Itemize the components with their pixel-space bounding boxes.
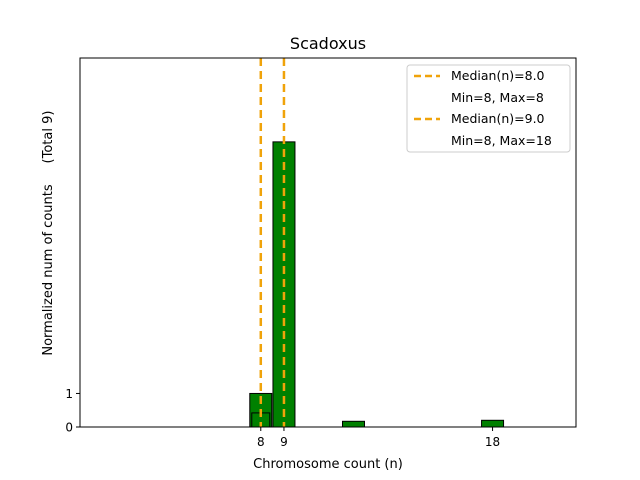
legend-frame	[406, 64, 571, 153]
histogram-bar	[341, 420, 365, 428]
y-axis-ticks: 01	[65, 387, 80, 435]
median-lines	[259, 58, 286, 427]
legend-sublabel: Min=8, Max=8	[451, 90, 544, 105]
chart-title: Scadoxus	[290, 34, 366, 53]
y-axis-label: Normalized num of counts	[41, 184, 56, 355]
histogram-bar	[481, 419, 505, 428]
x-axis-ticks: 8 9 18	[257, 427, 500, 449]
legend-sublabel: Min=8, Max=18	[451, 133, 552, 148]
legend: Median(n)=8.0 Min=8, Max=8 Median(n)=9.0…	[406, 64, 571, 153]
x-tick-label: 8	[257, 435, 265, 449]
y-tick-label: 0	[65, 421, 73, 435]
x-axis-label: Chromosome count (n)	[253, 457, 403, 472]
legend-label: Median(n)=8.0	[451, 68, 545, 83]
y-axis-total-label: (Total 9)	[41, 111, 56, 164]
legend-label: Median(n)=9.0	[451, 111, 545, 126]
x-tick-label: 9	[280, 435, 288, 449]
y-tick-label: 1	[65, 387, 73, 401]
plot-frame	[79, 57, 577, 428]
x-tick-label: 18	[485, 435, 500, 449]
